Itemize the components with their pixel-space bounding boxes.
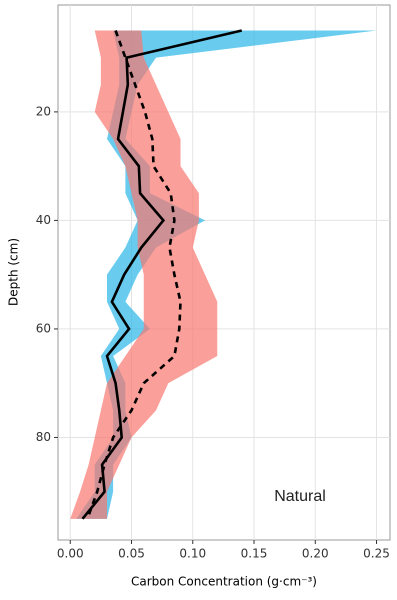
x-tick-label: 0.25 [363, 547, 390, 561]
line [81, 29, 243, 520]
y-tick-label: 20 [36, 104, 51, 118]
y-tick-label: 80 [36, 430, 51, 444]
y-tick-label: 40 [36, 213, 51, 227]
x-tick-label: 0.20 [302, 547, 329, 561]
ribbon [70, 30, 218, 519]
annotation: Natural [274, 488, 326, 505]
x-tick-label: 0.15 [241, 547, 268, 561]
x-tick-label: 0.05 [118, 547, 145, 561]
y-tick-label: 60 [36, 321, 51, 335]
line [86, 30, 182, 520]
y-axis-title: Depth (cm) [7, 238, 21, 306]
marks [70, 29, 377, 520]
x-tick-label: 0.00 [57, 547, 84, 561]
x-tick-label: 0.10 [179, 547, 206, 561]
x-axis-title: Carbon Concentration (g·cm⁻³) [131, 575, 317, 589]
